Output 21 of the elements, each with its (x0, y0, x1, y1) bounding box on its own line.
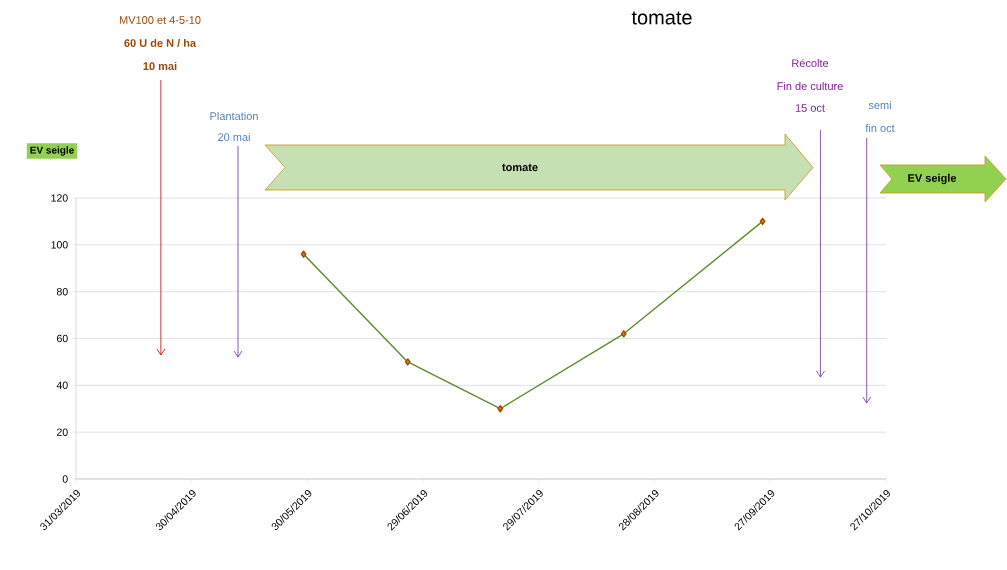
text: Fin de culture (777, 81, 843, 91)
chart-title: tomate (631, 11, 692, 25)
text: Récolte (792, 58, 829, 68)
ref-line-label: fin oct (865, 123, 895, 133)
y-tick-label: 60 (57, 334, 68, 343)
y-tick-label: 80 (56, 287, 68, 296)
text: EV seigle (30, 146, 74, 156)
ref-line-label: 15 oct (795, 104, 825, 112)
y-tick-label: 100 (51, 241, 68, 249)
y-tick-label: 40 (56, 381, 68, 390)
text: semi (868, 100, 891, 110)
text: EV seigle (908, 173, 957, 185)
text: Plantation (210, 111, 258, 121)
ref-line-label: 20 mai (218, 132, 250, 142)
y-tick-label: 20 (57, 428, 68, 436)
text: MV100 et 4-5-10 (119, 16, 201, 24)
y-tick-label: 120 (51, 194, 68, 202)
ref-line-label: 10 mai (143, 61, 177, 71)
text: 60 U de N / ha (124, 38, 197, 48)
text: tomate (502, 163, 538, 172)
y-tick-label: 0 (62, 475, 68, 483)
